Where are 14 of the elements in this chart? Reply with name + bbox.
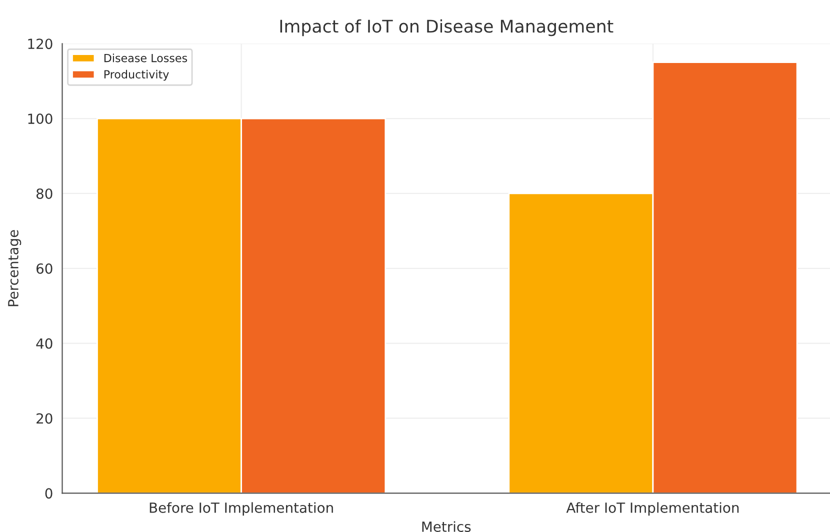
y-tick-label: 80	[36, 188, 52, 199]
y-tick-label: 0	[45, 488, 52, 499]
legend-label: Disease Losses	[104, 54, 188, 62]
y-axis-title: Percentage	[8, 230, 22, 306]
x-axis-title: Metrics	[422, 521, 471, 532]
y-tick-label: 20	[36, 413, 52, 424]
y-tick-label: 100	[28, 114, 52, 124]
x-tick-label: Before IoT Implementation	[150, 502, 333, 516]
chart-title: Impact of IoT on Disease Management	[280, 19, 614, 36]
y-tick-label: 60	[36, 263, 52, 274]
legend-label: Productivity	[104, 70, 169, 81]
x-tick-label: After IoT Implementation	[566, 502, 739, 516]
y-tick-label: 40	[36, 338, 52, 349]
y-tick-label: 120	[28, 38, 52, 50]
